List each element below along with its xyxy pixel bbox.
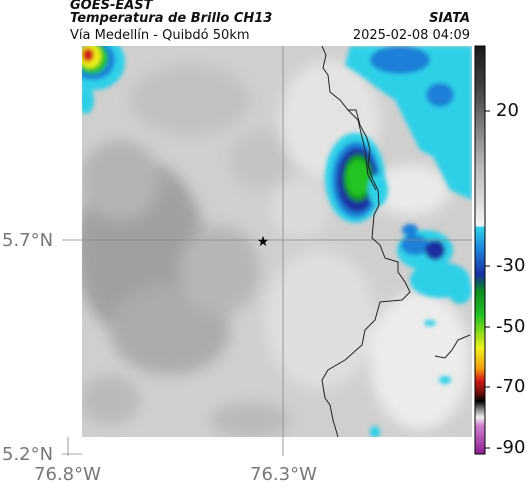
lon-label: 76.8°W xyxy=(34,464,101,485)
subtitle-row: Vía Medellín - Quibdó 50km 2025-02-08 04… xyxy=(70,28,470,43)
product-label: Temperatura de Brillo CH13 xyxy=(70,11,273,26)
product-title: Temperatura de Brillo CH13 SIATA xyxy=(70,11,470,26)
brightness-temperature-field xyxy=(82,46,472,437)
colorbar-tick-label: 20 xyxy=(496,100,519,121)
location-star-icon: ★ xyxy=(257,234,270,250)
colorbar-tick-label: -90 xyxy=(496,437,526,458)
colorbar xyxy=(474,45,490,455)
colorbar-tick-label: -70 xyxy=(496,376,526,397)
org-label: SIATA xyxy=(429,11,470,26)
satellite-title: GOES-EAST xyxy=(70,0,153,13)
inner-border-line xyxy=(347,109,377,191)
region-label: Vía Medellín - Quibdó 50km xyxy=(70,28,250,43)
lon-label: 76.3°W xyxy=(250,464,317,485)
lat-label: 5.7°N xyxy=(2,230,54,251)
lat-label: 5.2°N xyxy=(2,444,54,465)
border-line xyxy=(321,46,411,437)
colorbar-tick-label: -50 xyxy=(496,316,526,337)
colorbar-tick-label: -30 xyxy=(496,255,526,276)
datetime-label: 2025-02-08 04:09 xyxy=(352,28,470,43)
